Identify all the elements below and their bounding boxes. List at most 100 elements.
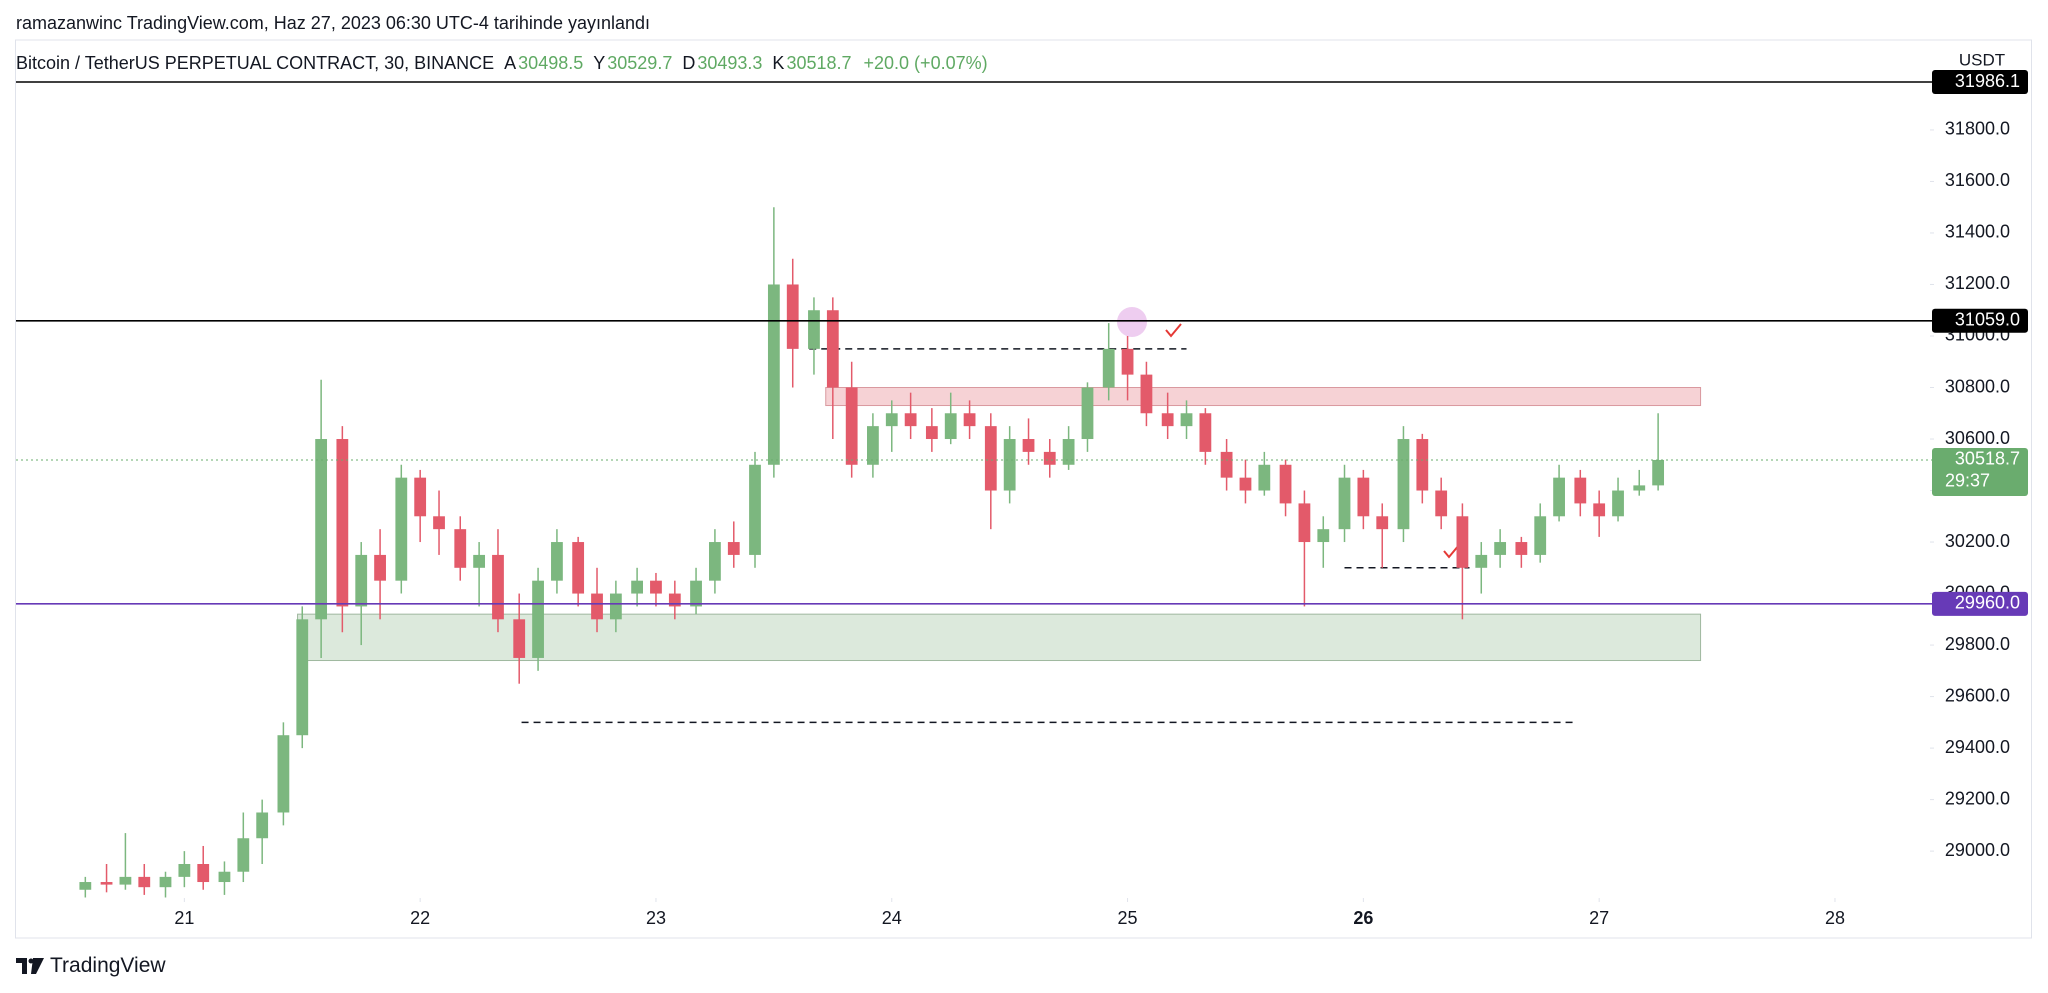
price-tag-label: 31986.1 [1955, 71, 2020, 91]
candle-body [826, 310, 839, 388]
legend-value: 30493.3 [697, 53, 763, 73]
candle-body [984, 426, 997, 491]
candle-body [492, 554, 504, 620]
x-tick-label: 28 [1825, 908, 1845, 928]
candle-body [218, 871, 231, 883]
candle-body [867, 426, 879, 465]
price-tag-label: 30518.7 [1955, 449, 2020, 469]
candle-body [1435, 490, 1448, 517]
footer: TradingView [16, 954, 166, 978]
candle-body [513, 619, 526, 658]
candle-body [690, 580, 702, 607]
legend-key: Y [593, 53, 606, 73]
x-tick-label: 24 [882, 908, 902, 928]
candle-body [79, 882, 92, 890]
candle-body [1022, 439, 1035, 452]
candle-body [1475, 554, 1488, 568]
symbol-title: Bitcoin / TetherUS PERPETUAL CONTRACT, 3… [16, 53, 495, 73]
candle-body [904, 413, 917, 427]
y-unit: USDT [1959, 50, 2005, 69]
y-tick-label: 31400.0 [1945, 222, 2010, 242]
candle-body [1574, 477, 1587, 504]
candle-body [1199, 413, 1212, 452]
candle-body [1140, 374, 1153, 414]
candle-body [315, 439, 328, 620]
candle-body [1317, 529, 1330, 543]
candle-body [749, 464, 761, 555]
candle-body [609, 593, 622, 620]
legend-key: A [504, 53, 517, 73]
zone [825, 387, 1702, 407]
y-tick-label: 31200.0 [1945, 273, 2010, 293]
candle-body [1258, 464, 1271, 491]
candle-body [551, 542, 563, 581]
candle-body [256, 812, 269, 839]
price-tag [1932, 70, 2028, 95]
candle-body [668, 593, 681, 607]
price-tag [1932, 447, 2028, 496]
candle-body [1456, 516, 1469, 568]
y-tick-label: 29000.0 [1945, 840, 2010, 860]
legend-key: D [682, 53, 696, 73]
candle-body [1043, 451, 1056, 465]
candle-body [1397, 439, 1410, 530]
candle-body [727, 542, 740, 555]
y-tick-label: 30200.0 [1945, 531, 2010, 551]
price-tag [1932, 591, 2028, 616]
candle-body [1003, 439, 1016, 491]
price-tag-sublabel: 29:37 [1945, 471, 1990, 491]
candle-body [414, 477, 427, 517]
y-tick-label: 31600.0 [1945, 170, 2010, 190]
candle-body [336, 439, 349, 607]
candle-body [178, 864, 191, 877]
candle-body [631, 580, 643, 594]
candle-body [159, 876, 172, 888]
candle-body [138, 876, 151, 888]
x-tick-label: 23 [646, 908, 666, 928]
price-tag [1932, 308, 2028, 333]
candle-body [925, 426, 938, 440]
candle-body [944, 413, 957, 440]
candle-body [355, 554, 368, 607]
candle-body [1553, 477, 1565, 517]
candle-body [1121, 348, 1134, 375]
y-tick-label: 30600.0 [1945, 428, 2010, 448]
candle-body [1357, 477, 1370, 517]
candle-body [473, 554, 486, 568]
legend-key: K [772, 53, 785, 73]
candle-body [1062, 439, 1075, 465]
candle-body [237, 838, 250, 872]
candle-body [885, 413, 898, 427]
candle-body [119, 876, 132, 885]
y-tick-label: 30800.0 [1945, 376, 2010, 396]
candle-body [1220, 451, 1233, 478]
candle-body [1515, 542, 1528, 555]
x-tick-label: 27 [1589, 908, 1609, 928]
candle-body [395, 477, 408, 581]
y-tick-label: 29400.0 [1945, 737, 2010, 757]
candle-body [1593, 503, 1606, 517]
legend-value: 30529.7 [607, 53, 673, 73]
candle-body [1633, 485, 1646, 491]
candle-body [591, 593, 603, 620]
candle-body [1102, 348, 1115, 388]
candle-body [786, 284, 799, 349]
check-mark [1443, 544, 1460, 559]
x-tick-label: 26 [1353, 908, 1373, 928]
candle-body [1081, 387, 1094, 440]
candle-body [1279, 464, 1292, 504]
candle-body [1416, 439, 1429, 491]
candle-body [374, 554, 386, 581]
candle-body [277, 735, 290, 813]
zone [297, 613, 1702, 662]
candle-body [1239, 477, 1252, 491]
candle-body [845, 387, 858, 465]
candle-body [454, 529, 467, 568]
candle-body [709, 542, 721, 581]
candle-body [1376, 516, 1389, 530]
ohlc-values: A 30498.5 Y 30529.7 D 30493.3 K 30518.7 +20.0 (+… [494, 53, 987, 73]
y-tick-label: 31800.0 [1945, 119, 2010, 139]
candle-body [767, 284, 780, 465]
